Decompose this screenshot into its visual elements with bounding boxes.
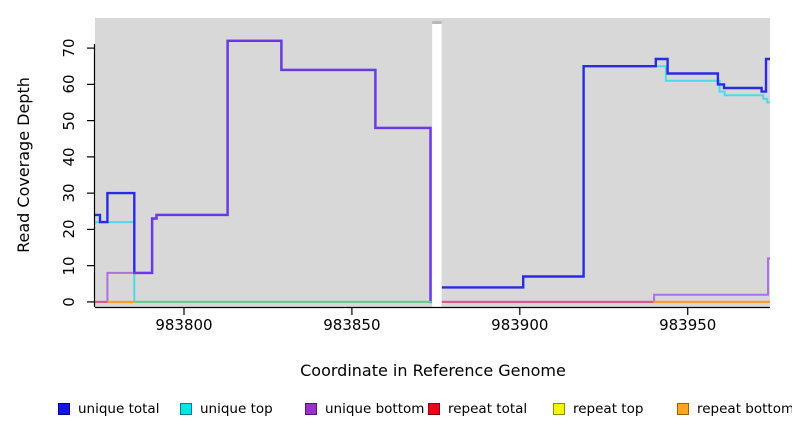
coverage-gap-cap: [432, 21, 442, 24]
y-tick-label: 70: [60, 38, 78, 58]
legend-item-unique-total: unique total: [58, 398, 159, 420]
x-axis-title: Coordinate in Reference Genome: [300, 361, 566, 380]
legend-swatch-icon: [677, 403, 689, 415]
y-tick-label: 10: [60, 256, 78, 276]
legend-swatch-icon: [553, 403, 565, 415]
legend-label: unique total: [78, 401, 160, 417]
series-unique-bottom-line: [95, 39, 432, 303]
x-tick-label: 983950: [659, 316, 717, 334]
y-tick-label: 50: [60, 111, 78, 131]
legend-item-unique-bottom: unique bottom: [305, 398, 424, 420]
x-tick-label: 983850: [323, 316, 381, 334]
legend-swatch-icon: [428, 403, 440, 415]
legend-swatch-icon: [180, 403, 192, 415]
y-axis-title: Read Coverage Depth: [14, 77, 33, 253]
legend: unique total unique top unique bottom repea…: [0, 398, 792, 424]
legend-label: repeat top: [573, 401, 644, 417]
y-tick-label: 30: [60, 183, 78, 203]
legend-item-repeat-top: repeat top: [553, 398, 643, 420]
y-tick-label: 40: [60, 147, 78, 167]
legend-label: unique bottom: [325, 401, 425, 417]
legend-label: unique top: [200, 401, 273, 417]
series-unique-total-line: [441, 57, 770, 289]
legend-item-unique-top: unique top: [180, 398, 273, 420]
legend-label: repeat total: [448, 401, 528, 417]
x-tick-label: 983900: [491, 316, 549, 334]
coverage-gap: [432, 24, 442, 307]
x-tick-label: 983800: [155, 316, 213, 334]
y-tick-label: 20: [60, 219, 78, 239]
legend-item-repeat-total: repeat total: [428, 398, 527, 420]
legend-swatch-icon: [305, 403, 317, 415]
legend-label: repeat bottom: [697, 401, 792, 417]
legend-swatch-icon: [58, 403, 70, 415]
y-tick-label: 60: [60, 74, 78, 94]
y-tick-label: 0: [60, 297, 78, 307]
legend-item-repeat-bottom: repeat bottom: [677, 398, 792, 420]
